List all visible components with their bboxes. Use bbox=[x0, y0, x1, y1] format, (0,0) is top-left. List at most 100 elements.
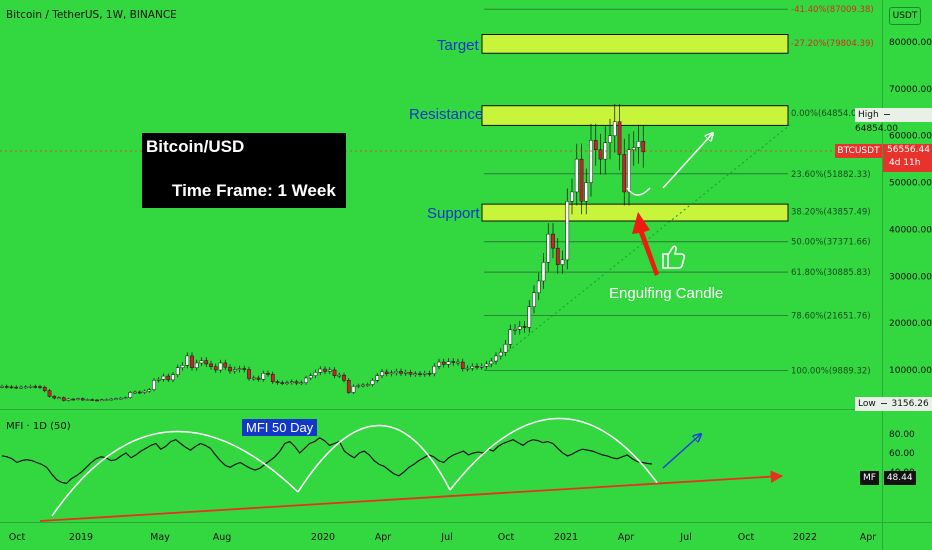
price-tick-label: 80000.00 bbox=[889, 38, 932, 48]
candle-body bbox=[380, 371, 384, 376]
candle-body bbox=[465, 367, 470, 370]
candle-body bbox=[527, 306, 532, 328]
info-box-timeframe: Time Frame: 1 Week bbox=[172, 181, 336, 200]
fib-label: 50.00%(37371.66) bbox=[791, 238, 871, 248]
price-tick-label: 10000.00 bbox=[889, 366, 932, 376]
candle-body bbox=[285, 382, 289, 384]
currency-button[interactable]: USDT bbox=[889, 7, 921, 25]
candle-body bbox=[479, 366, 484, 368]
candle-body bbox=[432, 366, 437, 374]
candle-body bbox=[470, 366, 475, 369]
candle-body bbox=[199, 360, 204, 364]
candle-body bbox=[593, 140, 598, 151]
candle-body bbox=[118, 397, 123, 400]
candle-body bbox=[194, 362, 199, 368]
candle-body bbox=[327, 369, 332, 372]
candle-body bbox=[71, 398, 76, 401]
mfi-rising-trendline bbox=[39, 470, 784, 522]
candle-body bbox=[351, 386, 356, 393]
time-tick-label: 2022 bbox=[793, 532, 817, 543]
time-tick-label: Oct bbox=[9, 532, 26, 543]
candle-body bbox=[104, 399, 109, 401]
support-label: Support bbox=[427, 205, 480, 222]
fib-label: 100.00%(9889.32) bbox=[791, 367, 871, 377]
candle-body bbox=[460, 361, 465, 369]
candle-body bbox=[156, 379, 161, 381]
candle-body bbox=[622, 154, 627, 193]
thumbs-up-icon bbox=[662, 245, 686, 269]
candle-body bbox=[403, 372, 408, 374]
candle-body bbox=[584, 182, 589, 202]
candle-body bbox=[85, 399, 90, 401]
candle-body bbox=[551, 233, 555, 249]
fib-label: 61.80%(30885.83) bbox=[791, 268, 871, 278]
current-price-box: 56556.44 4d 11h bbox=[883, 144, 932, 172]
countdown-value: 4d 11h bbox=[889, 158, 921, 168]
candle-body bbox=[318, 368, 323, 373]
candle-body bbox=[308, 375, 313, 379]
candle-body bbox=[456, 361, 460, 364]
low-tag: Low 3156.26 bbox=[855, 397, 932, 411]
candle-body bbox=[389, 372, 394, 375]
candle-body bbox=[280, 382, 285, 384]
candles-layer bbox=[0, 103, 646, 402]
symbol-title[interactable]: Bitcoin / TetherUS, 1W, BINANCE bbox=[6, 9, 177, 21]
candle-body bbox=[484, 363, 489, 367]
time-tick-label: Aug bbox=[213, 532, 232, 543]
candle-body bbox=[365, 384, 370, 386]
candle-body bbox=[76, 398, 80, 400]
time-tick-label: Oct bbox=[498, 532, 515, 543]
mfi-arc-3 bbox=[449, 417, 659, 491]
candle-body bbox=[508, 329, 513, 345]
candle-body bbox=[251, 377, 256, 380]
candle-body bbox=[190, 355, 194, 368]
candle-body bbox=[90, 399, 95, 401]
candle-body bbox=[95, 399, 99, 402]
candle-body bbox=[152, 380, 156, 390]
zones-layer bbox=[481, 34, 789, 222]
candle-body bbox=[370, 380, 375, 385]
candle-body bbox=[641, 141, 646, 153]
candle-body bbox=[437, 361, 441, 367]
mfi-current-value: 48.44 bbox=[883, 471, 916, 485]
time-tick-label: 2020 bbox=[311, 532, 335, 543]
mfi-tick-label: 80.00 bbox=[889, 430, 915, 440]
candle-body bbox=[375, 375, 380, 381]
candle-body bbox=[223, 362, 228, 368]
candle-body bbox=[4, 386, 9, 388]
candle-body bbox=[266, 373, 270, 375]
candle-body bbox=[636, 141, 641, 148]
candle-body bbox=[394, 371, 399, 374]
mfi-current-tag: MF 48.44 bbox=[860, 471, 932, 485]
candle-body bbox=[356, 385, 361, 387]
mfi-indicator-title[interactable]: MFI · 1D (50) bbox=[6, 421, 71, 432]
time-tick-label: May bbox=[150, 532, 170, 543]
candle-body bbox=[418, 373, 422, 375]
candle-body bbox=[489, 360, 494, 365]
time-tick-label: Apr bbox=[618, 532, 635, 543]
candle-body bbox=[313, 372, 318, 376]
candle-body bbox=[342, 374, 346, 381]
price-tick-label: 60000.00 bbox=[889, 132, 932, 142]
fib-label: -27.20%(79804.39) bbox=[791, 39, 874, 49]
candle-body bbox=[304, 377, 308, 383]
candle-body bbox=[57, 397, 61, 399]
candle-body bbox=[574, 158, 579, 193]
low-tag-label: Low bbox=[858, 399, 876, 409]
mfi-arc-1 bbox=[51, 430, 299, 517]
candle-body bbox=[47, 390, 52, 397]
candle-body bbox=[399, 371, 403, 374]
fib-label: 0.00%(64854.00) bbox=[791, 109, 865, 119]
mfi-pane[interactable] bbox=[0, 410, 882, 522]
time-tick-label: Jul bbox=[440, 532, 452, 543]
candle-body bbox=[14, 386, 19, 389]
candle-body bbox=[247, 369, 251, 379]
candle-body bbox=[123, 397, 128, 399]
time-tick-label: Jul bbox=[679, 532, 691, 543]
fibonacci-layer: -41.40%(87009.38) -27.20%(79804.39) 0.00%(… bbox=[484, 5, 874, 377]
candle-body bbox=[608, 135, 612, 143]
candle-body bbox=[494, 355, 498, 362]
candle-body bbox=[147, 389, 152, 392]
mfi-current-label: MF bbox=[860, 471, 879, 485]
